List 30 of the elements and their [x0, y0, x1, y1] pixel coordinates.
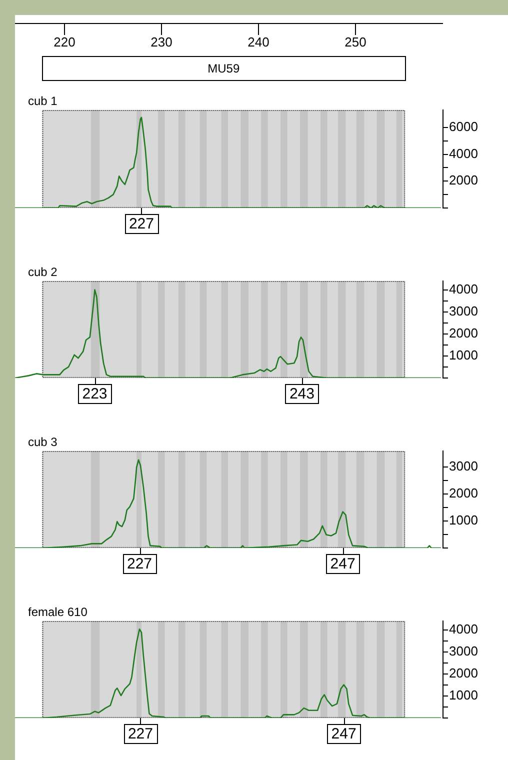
annotation: 247: [331, 726, 356, 743]
y-tick-label: 2000: [449, 665, 478, 680]
y-tick-label: 2000: [449, 172, 478, 188]
band-label: MU59: [208, 61, 240, 76]
y-tick-label: 4000: [449, 621, 478, 636]
annotation: 243: [289, 386, 314, 403]
annotation: 227: [128, 216, 154, 233]
x-tick-label: 220: [54, 34, 76, 50]
y-tick-label: 3000: [449, 643, 478, 658]
y-tick-label: 3000: [449, 458, 478, 474]
annotation: 227: [128, 726, 153, 743]
y-tick-label: 3000: [449, 303, 478, 318]
chart-title: cub 2: [28, 265, 58, 279]
x-tick-label: 240: [248, 34, 270, 50]
y-tick-label: 1000: [449, 348, 478, 363]
y-tick-label: 4000: [449, 146, 478, 161]
annotation: 227: [126, 556, 152, 573]
y-tick-label: 1000: [449, 688, 478, 703]
y-tick-label: 1000: [449, 512, 478, 528]
y-tick-label: 2000: [449, 486, 478, 501]
y-tick-label: 4000: [449, 281, 478, 296]
chart-title: female 610: [28, 605, 88, 619]
x-tick-label: 230: [150, 34, 172, 50]
annotation: 223: [82, 386, 108, 403]
y-tick-label: 2000: [449, 325, 478, 340]
y-tick-label: 6000: [449, 119, 478, 134]
annotation: 247: [330, 556, 356, 573]
chart-title: cub 1: [28, 94, 58, 108]
x-tick-label: 250: [344, 34, 366, 50]
chart-title: cub 3: [28, 435, 58, 449]
